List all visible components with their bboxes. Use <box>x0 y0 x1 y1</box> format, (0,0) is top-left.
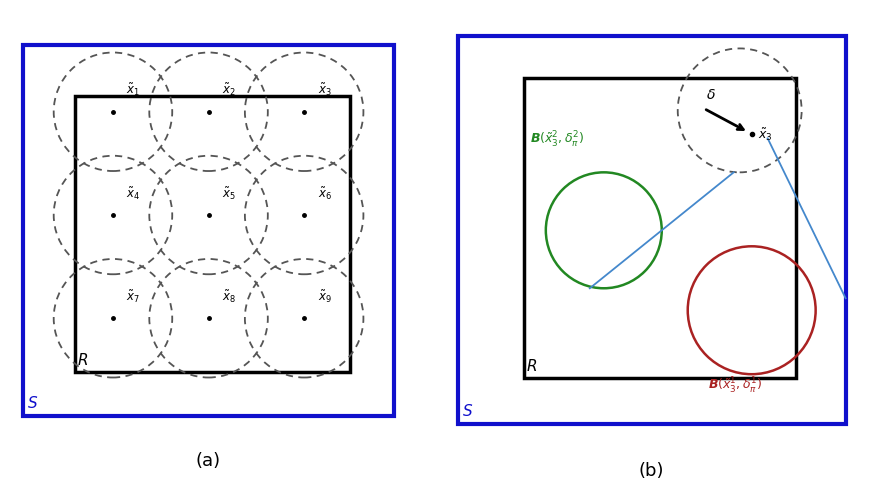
Bar <box>75 97 350 372</box>
Text: $S$: $S$ <box>462 403 473 419</box>
Text: $\tilde{x}_{5}$: $\tilde{x}_{5}$ <box>222 185 235 201</box>
Text: $R$: $R$ <box>76 352 88 368</box>
Bar <box>524 78 796 378</box>
Text: $\tilde{x}_{9}$: $\tilde{x}_{9}$ <box>317 289 332 305</box>
Text: $\tilde{x}_{1}$: $\tilde{x}_{1}$ <box>126 82 140 98</box>
Text: $\tilde{x}_{6}$: $\tilde{x}_{6}$ <box>317 185 332 201</box>
Text: $\boldsymbol{B}(\tilde{x}_3^2, \delta_{\pi}^2)$: $\boldsymbol{B}(\tilde{x}_3^2, \delta_{\… <box>530 130 584 150</box>
Text: $\tilde{x}_{7}$: $\tilde{x}_{7}$ <box>126 289 140 305</box>
Text: $\boldsymbol{B}(\tilde{x}_3^1, \delta_{\pi}^1)$: $\boldsymbol{B}(\tilde{x}_3^1, \delta_{\… <box>707 376 762 396</box>
Text: $\delta$: $\delta$ <box>706 88 715 102</box>
Text: $\tilde{x}_{4}$: $\tilde{x}_{4}$ <box>126 185 141 201</box>
Text: (b): (b) <box>639 462 665 480</box>
Text: $R$: $R$ <box>526 358 537 374</box>
Text: $\tilde{x}_{3}$: $\tilde{x}_{3}$ <box>317 82 331 98</box>
Text: (a): (a) <box>196 452 221 470</box>
Text: $\tilde{x}_3$: $\tilde{x}_3$ <box>758 126 773 143</box>
Text: $\tilde{x}_{8}$: $\tilde{x}_{8}$ <box>222 289 236 305</box>
Text: $\tilde{x}_{2}$: $\tilde{x}_{2}$ <box>222 82 235 98</box>
Text: $S$: $S$ <box>27 395 38 411</box>
